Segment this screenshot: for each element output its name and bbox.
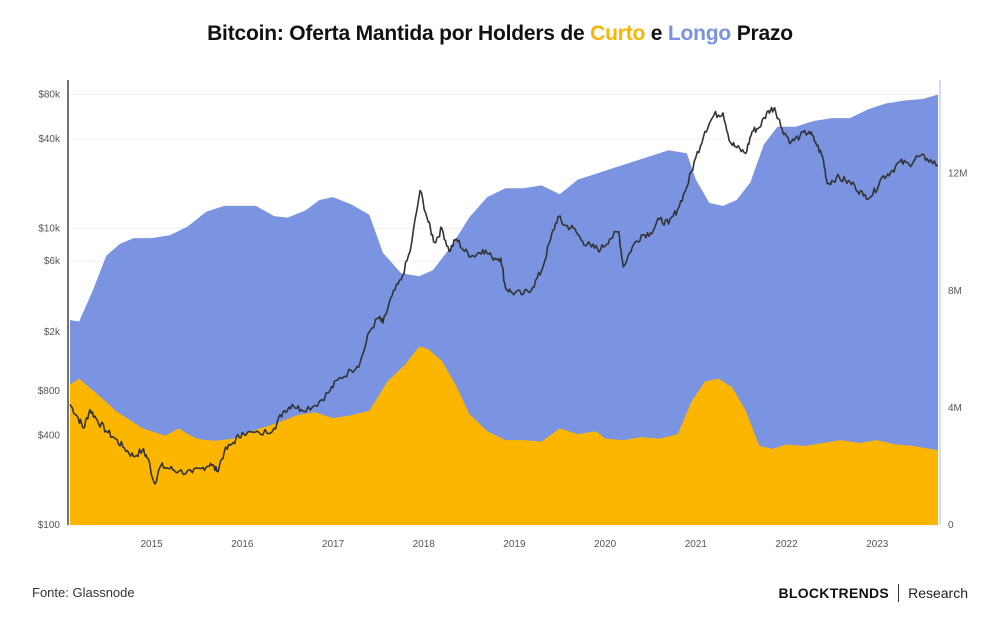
- bitcoin-price-line: [69, 106, 938, 485]
- title-long-word: Longo: [667, 22, 732, 45]
- left-tick-label: $40k: [38, 134, 61, 145]
- left-tick-label: $100: [38, 520, 61, 531]
- brand-logo: BLOCKTRENDS Research: [778, 584, 968, 602]
- short-term-holders-area: [70, 346, 938, 525]
- chart-title: Bitcoin: Oferta Mantida por Holders de C…: [0, 22, 1000, 46]
- x-tick-label: 2023: [866, 539, 889, 550]
- x-tick-label: 2019: [503, 539, 526, 550]
- left-tick-label: $80k: [38, 89, 61, 100]
- x-tick-label: 2020: [594, 539, 617, 550]
- title-middle: e: [645, 22, 668, 45]
- left-tick-label: $800: [38, 386, 61, 397]
- right-tick-label: 8M: [948, 286, 962, 297]
- x-tick-label: 2015: [141, 539, 164, 550]
- brand-separator: [898, 584, 900, 602]
- right-tick-label: 12M: [948, 169, 967, 180]
- title-short-word: Curto: [590, 22, 646, 45]
- axes: $100 $400 $800 $2k $6k $10k $40k $80k 0 4M 8M 12M 20…: [38, 80, 967, 550]
- left-tick-label: $10k: [38, 223, 61, 234]
- left-tick-label: $400: [38, 431, 61, 442]
- x-tick-label: 2018: [413, 539, 436, 550]
- area-series: [70, 94, 938, 525]
- brand-suffix: Research: [908, 585, 968, 601]
- x-tick-label: 2017: [322, 539, 345, 550]
- x-tick-label: 2016: [231, 539, 254, 550]
- line-series: [69, 106, 938, 485]
- x-tick-label: 2022: [775, 539, 798, 550]
- brand-name: BLOCKTRENDS: [778, 585, 890, 601]
- source-note: Fonte: Glassnode: [32, 585, 135, 600]
- right-tick-label: 4M: [948, 403, 962, 414]
- title-suffix: Prazo: [731, 22, 793, 45]
- left-tick-label: $2k: [44, 327, 61, 338]
- x-tick-label: 2021: [685, 539, 708, 550]
- right-tick-label: 0: [948, 520, 954, 531]
- left-tick-label: $6k: [44, 256, 61, 267]
- title-prefix: Bitcoin: Oferta Mantida por Holders de: [207, 22, 591, 45]
